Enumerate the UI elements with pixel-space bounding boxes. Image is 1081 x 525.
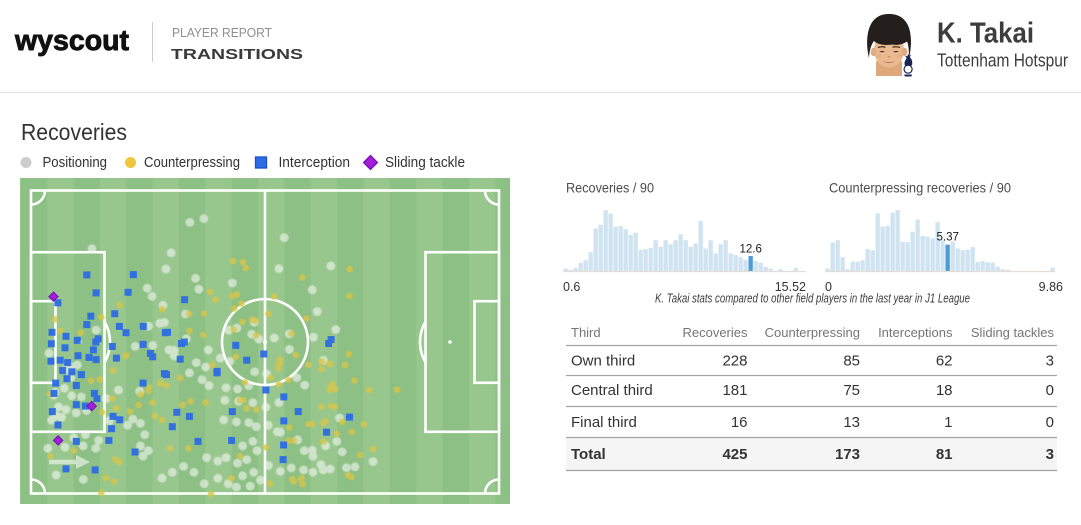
svg-text:Positioning: Positioning bbox=[43, 155, 108, 171]
svg-text:5.37: 5.37 bbox=[937, 232, 959, 244]
svg-text:Final third: Final third bbox=[571, 414, 637, 431]
svg-text:Tottenham Hotspur: Tottenham Hotspur bbox=[937, 51, 1068, 71]
svg-text:75: 75 bbox=[843, 382, 860, 399]
svg-text:13: 13 bbox=[843, 414, 860, 431]
svg-text:Recoveries: Recoveries bbox=[21, 119, 127, 145]
svg-text:Counterpressing: Counterpressing bbox=[765, 325, 860, 340]
svg-text:Total: Total bbox=[571, 446, 606, 463]
svg-text:Third: Third bbox=[571, 325, 601, 340]
svg-text:18: 18 bbox=[936, 382, 953, 399]
svg-text:173: 173 bbox=[835, 446, 860, 463]
svg-text:9.86: 9.86 bbox=[1039, 280, 1063, 294]
svg-text:85: 85 bbox=[843, 353, 860, 370]
svg-text:Recoveries / 90: Recoveries / 90 bbox=[566, 180, 654, 196]
svg-text:Counterpressing: Counterpressing bbox=[144, 155, 240, 171]
svg-text:0.6: 0.6 bbox=[563, 280, 580, 294]
svg-text:Central third: Central third bbox=[571, 382, 653, 399]
svg-text:K. Takai stats compared to oth: K. Takai stats compared to other field p… bbox=[655, 292, 970, 306]
svg-text:wyscout: wyscout bbox=[14, 25, 129, 57]
svg-text:3: 3 bbox=[1046, 353, 1054, 370]
svg-text:425: 425 bbox=[722, 446, 747, 463]
svg-text:12.6: 12.6 bbox=[740, 244, 762, 256]
svg-text:0: 0 bbox=[1046, 414, 1054, 431]
svg-text:16: 16 bbox=[731, 414, 748, 431]
svg-text:0: 0 bbox=[1046, 382, 1054, 399]
svg-text:1: 1 bbox=[944, 414, 952, 431]
svg-text:Sliding tackles: Sliding tackles bbox=[971, 325, 1055, 340]
svg-text:81: 81 bbox=[936, 446, 953, 463]
svg-text:3: 3 bbox=[1046, 446, 1054, 463]
svg-text:228: 228 bbox=[722, 353, 747, 370]
svg-text:62: 62 bbox=[936, 353, 953, 370]
svg-text:Interception: Interception bbox=[279, 155, 351, 171]
svg-text:Sliding tackle: Sliding tackle bbox=[385, 155, 465, 171]
svg-text:Interceptions: Interceptions bbox=[878, 325, 953, 340]
svg-text:15.52: 15.52 bbox=[775, 280, 806, 294]
svg-text:181: 181 bbox=[722, 382, 747, 399]
svg-text:Recoveries: Recoveries bbox=[682, 325, 748, 340]
svg-text:Counterpressing recoveries / 9: Counterpressing recoveries / 90 bbox=[829, 180, 1011, 196]
svg-text:K. Takai: K. Takai bbox=[937, 18, 1034, 50]
svg-text:0: 0 bbox=[825, 280, 832, 294]
svg-text:TRANSITIONS: TRANSITIONS bbox=[171, 46, 303, 63]
svg-text:Own third: Own third bbox=[571, 353, 635, 370]
svg-text:PLAYER REPORT: PLAYER REPORT bbox=[172, 25, 272, 40]
